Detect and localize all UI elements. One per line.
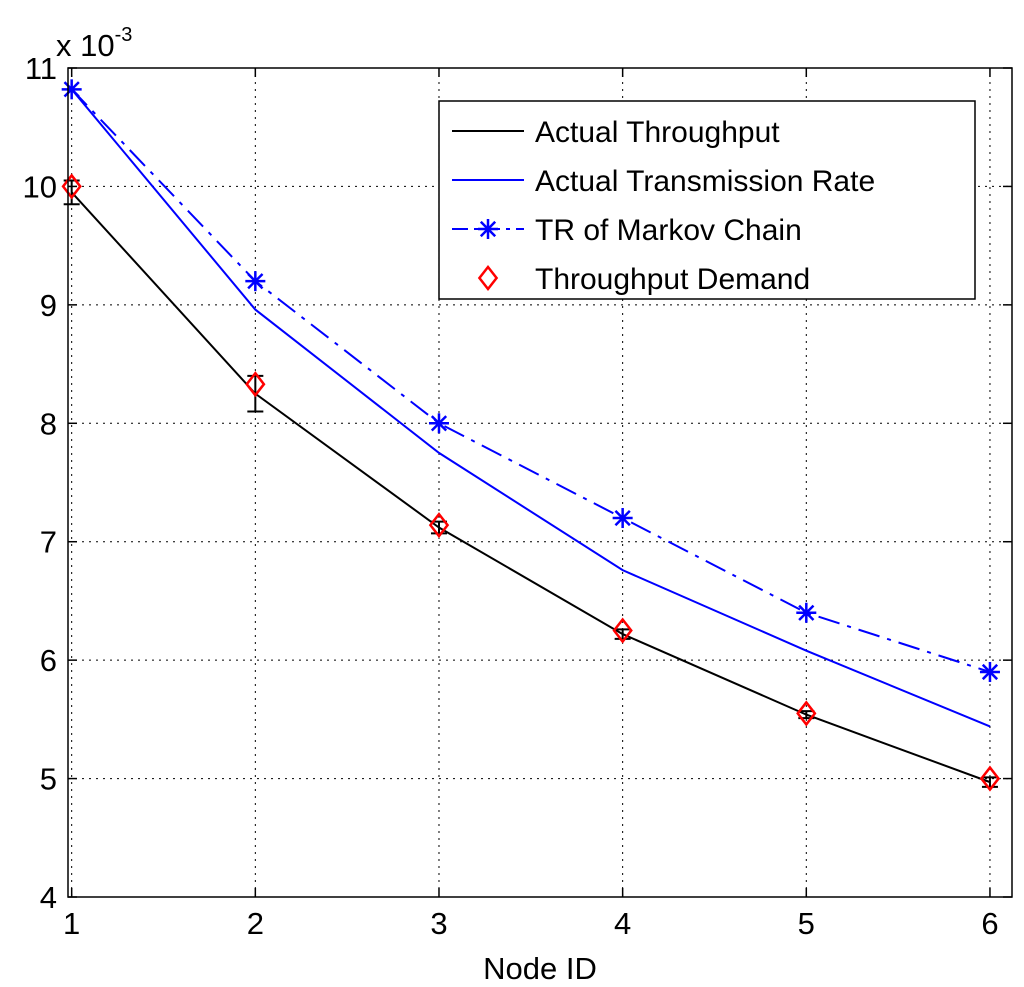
marker-3-1 [245,371,266,398]
error-bar-0-5 [981,776,998,788]
legend-label-0: Actual Throughput [535,116,780,149]
series-line-0 [70,191,991,784]
legend-marker-3 [477,264,499,292]
legend: Actual Throughput Actual Transmission Rat… [438,100,976,300]
series-line-1 [70,88,991,728]
legend-label-1: Actual Transmission Rate [535,165,875,198]
marker-2-4 [796,602,817,623]
x-tick-label-3: 3 [430,906,447,941]
legend-label-2: TR of Markov Chain [535,214,802,247]
legend-entry-1: Actual Transmission Rate [452,165,875,198]
marker-3-5 [979,765,1001,792]
error-bar-0-3 [614,628,631,640]
marker-3-3 [612,617,633,644]
x-axis-label: Node ID [483,951,597,986]
grid [68,68,1012,897]
series-line-2 [70,88,991,673]
y-tick-label-5: 5 [40,762,57,797]
x-tick-label-6: 6 [981,906,998,941]
axes-box [67,67,1013,898]
y-tick-label-4: 4 [40,880,57,915]
x-tick-label-5: 5 [798,906,815,941]
ticks [68,67,1012,898]
marker-3-2 [428,512,450,539]
y-tick-label-7: 7 [40,525,57,560]
tick-labels: 1 2 3 4 5 6 4 5 6 7 8 9 10 11 [23,51,999,941]
marker-3-4 [796,700,817,727]
legend-marker-2 [478,219,498,239]
series-layer [61,79,1001,792]
y-scale-label: x 10-3 [56,24,132,63]
legend-entry-3: Throughput Demand [477,263,810,296]
marker-2-1 [245,271,266,292]
legend-entry-0: Actual Throughput [452,116,780,149]
y-tick-label-6: 6 [40,643,57,678]
marker-2-0 [61,79,82,100]
legend-entry-2: TR of Markov Chain [452,214,802,247]
marker-2-3 [612,508,633,529]
y-tick-label-10: 10 [23,169,57,204]
y-tick-label-8: 8 [40,406,57,441]
x-tick-label-1: 1 [63,906,80,941]
y-tick-label-11: 11 [25,51,57,86]
legend-box [438,100,976,300]
marker-2-5 [979,661,1000,682]
y-tick-label-9: 9 [40,288,57,323]
legend-label-3: Throughput Demand [535,263,810,296]
x-tick-label-4: 4 [614,906,631,941]
marker-3-0 [61,173,82,200]
x-tick-label-2: 2 [247,906,264,941]
marker-2-2 [428,413,449,434]
